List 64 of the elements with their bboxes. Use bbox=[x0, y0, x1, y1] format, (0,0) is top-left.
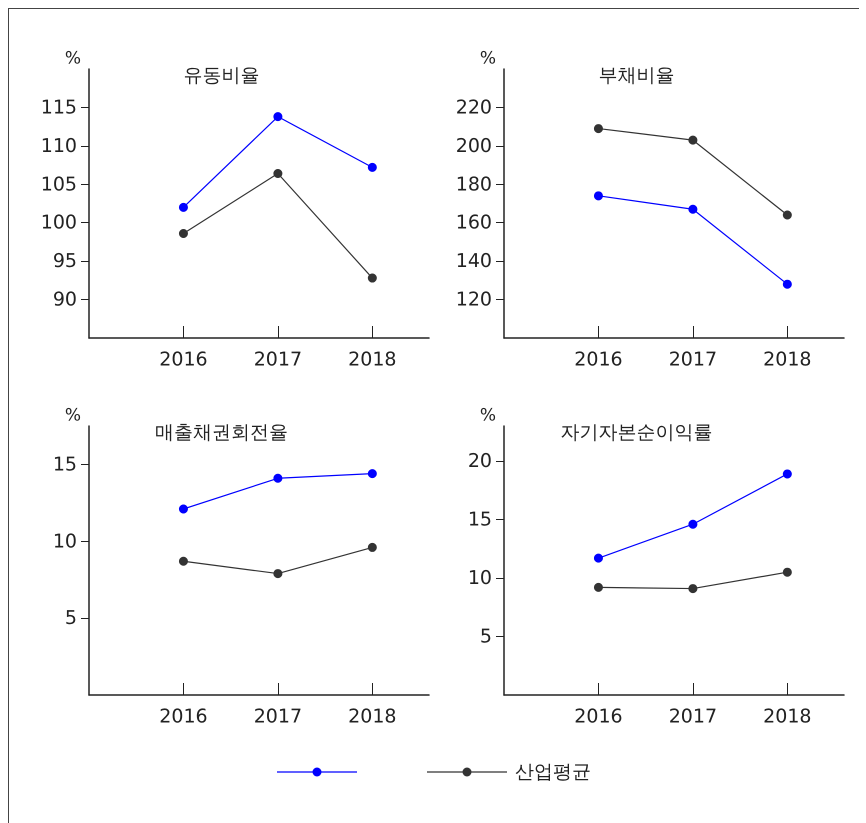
point bbox=[178, 504, 188, 514]
y-axis-title: % bbox=[480, 406, 496, 426]
point bbox=[594, 124, 603, 134]
y-tick-label: 10 bbox=[52, 530, 77, 552]
point bbox=[368, 469, 377, 478]
point bbox=[782, 469, 792, 478]
y-tick-label: 90 bbox=[52, 288, 77, 311]
chart-title: 자기자본순이익률 bbox=[560, 422, 712, 444]
x-tick-label: 2016 bbox=[574, 706, 623, 728]
y-axis-title: % bbox=[64, 406, 81, 426]
x-tick-label: 2018 bbox=[763, 348, 812, 370]
x-tick-label: 2017 bbox=[254, 348, 302, 370]
x-tick-label: 2016 bbox=[159, 706, 208, 728]
chart-title: 부채비율 bbox=[598, 64, 674, 86]
y-tick-label: 160 bbox=[456, 212, 492, 234]
x-tick-label: 2017 bbox=[254, 706, 302, 728]
y-tick-label: 20 bbox=[468, 450, 492, 472]
chart-title: 매출채권회전율 bbox=[155, 422, 288, 444]
point bbox=[782, 210, 792, 220]
y-tick-label: 180 bbox=[456, 173, 492, 196]
chart-title: 유동비율 bbox=[184, 64, 260, 86]
y-axis-title: % bbox=[480, 48, 496, 68]
y-tick-label: 120 bbox=[456, 288, 492, 311]
point bbox=[273, 112, 282, 122]
point bbox=[273, 169, 282, 178]
y-tick-label: 95 bbox=[52, 250, 77, 272]
point bbox=[782, 280, 792, 289]
point bbox=[178, 556, 188, 566]
y-tick-label: 100 bbox=[40, 212, 77, 234]
x-tick-label: 2018 bbox=[348, 706, 397, 728]
point bbox=[688, 136, 698, 145]
x-tick-label: 2017 bbox=[668, 706, 718, 728]
y-tick-label: 110 bbox=[40, 134, 77, 157]
y-tick-label: 115 bbox=[40, 96, 77, 118]
y-tick-label: 105 bbox=[40, 173, 77, 196]
x-tick-label: 2017 bbox=[668, 348, 718, 370]
point bbox=[368, 274, 377, 283]
point bbox=[273, 474, 282, 483]
point bbox=[688, 520, 698, 529]
point bbox=[594, 554, 603, 563]
point bbox=[178, 202, 188, 212]
y-tick-label: 140 bbox=[456, 250, 492, 272]
x-tick-label: 2018 bbox=[763, 706, 812, 728]
x-tick-label: 2018 bbox=[348, 348, 397, 370]
y-tick-label: 15 bbox=[52, 453, 77, 476]
point bbox=[178, 228, 188, 238]
x-tick-label: 2016 bbox=[574, 348, 623, 370]
y-tick-label: 5 bbox=[64, 607, 77, 630]
point bbox=[688, 204, 698, 214]
y-tick-label: 5 bbox=[480, 626, 492, 648]
point bbox=[368, 542, 377, 552]
point bbox=[782, 568, 792, 577]
point bbox=[368, 162, 377, 172]
point bbox=[273, 569, 282, 578]
x-tick-label: 2016 bbox=[159, 348, 208, 370]
point bbox=[594, 191, 603, 200]
y-axis-title: % bbox=[64, 48, 81, 68]
legend-label: 산업평균 bbox=[515, 760, 591, 785]
y-tick-label: 200 bbox=[456, 134, 492, 157]
point bbox=[594, 582, 603, 592]
y-tick-label: 15 bbox=[468, 508, 492, 531]
y-tick-label: 220 bbox=[456, 96, 492, 118]
y-tick-label: 10 bbox=[468, 567, 492, 590]
point bbox=[688, 584, 698, 594]
